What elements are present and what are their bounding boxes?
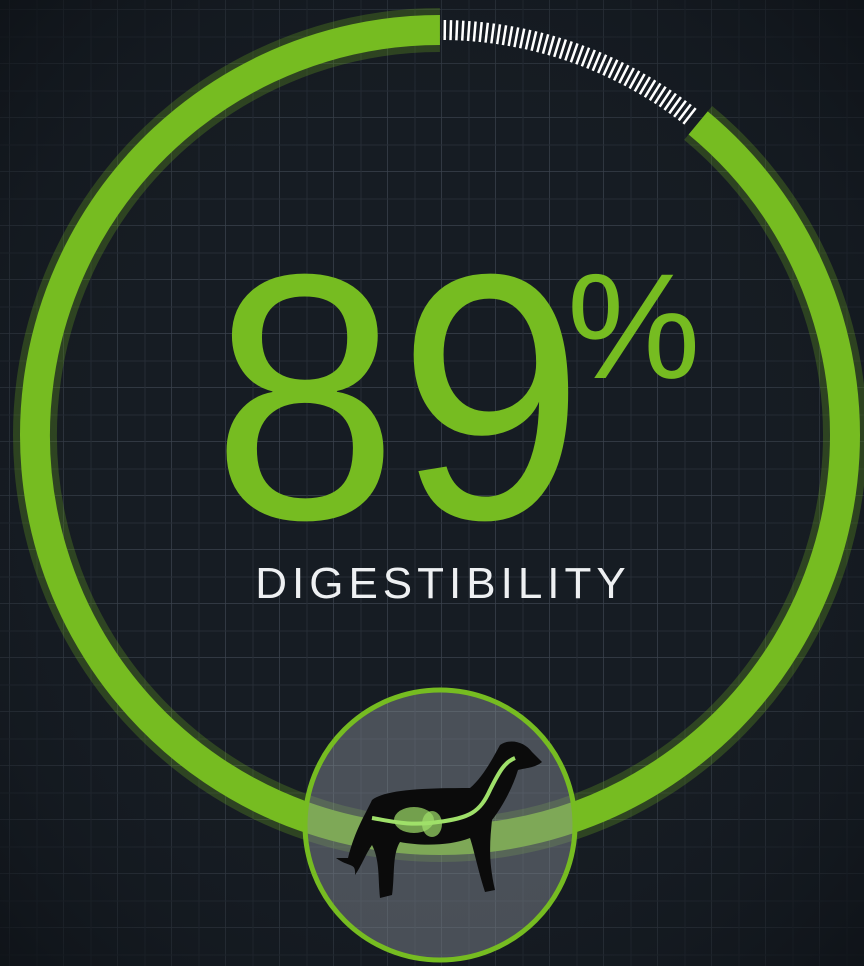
value-text: 89 [212,202,584,593]
gauge-label: DIGESTIBILITY [255,559,631,608]
gauge-remainder [443,20,699,127]
unit-text: % [567,242,700,410]
dog-badge [302,687,578,963]
stomach [422,811,442,837]
